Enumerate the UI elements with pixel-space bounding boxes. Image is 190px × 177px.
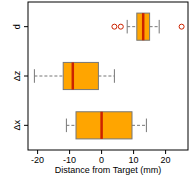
median [142,13,145,40]
x-tick [101,150,102,154]
chart: -20 -10 0 10 20 Δx Δz d Distance from Target (mm… [0,0,190,177]
x-tick-label: -20 [31,155,44,165]
box [137,13,150,40]
whisker-cap-low [127,20,128,34]
x-tick [37,150,38,154]
y-tick [24,125,28,126]
x-tick-label: 10 [129,155,139,165]
category-label: d [12,24,22,29]
outlier [112,24,117,29]
whisker-high [132,125,146,126]
median [72,62,75,89]
whisker-low [127,26,137,27]
outlier [179,24,184,29]
x-tick-label: 20 [161,155,171,165]
whisker-high [98,76,114,77]
y-tick [24,26,28,27]
category-label: Δz [12,70,22,81]
whisker-low [66,125,76,126]
y-tick [24,76,28,77]
whisker-cap-high [114,69,115,83]
category-label: Δx [12,120,22,131]
whisker-cap-high [159,20,160,34]
x-tick [165,150,166,154]
x-tick [69,150,70,154]
median [100,112,103,139]
outlier [118,24,123,29]
whisker-low [34,76,63,77]
whisker-cap-low [34,69,35,83]
x-axis-title: Distance from Target (mm) [55,165,161,175]
box [76,112,132,139]
plot-area [34,13,184,139]
x-tick [133,150,134,154]
frame [28,2,188,150]
x-tick-label: 0 [99,155,104,165]
whisker-high [150,26,160,27]
whisker-cap-low [66,119,67,133]
x-tick-label: -10 [63,155,76,165]
whisker-cap-high [146,119,147,133]
box [63,62,98,89]
